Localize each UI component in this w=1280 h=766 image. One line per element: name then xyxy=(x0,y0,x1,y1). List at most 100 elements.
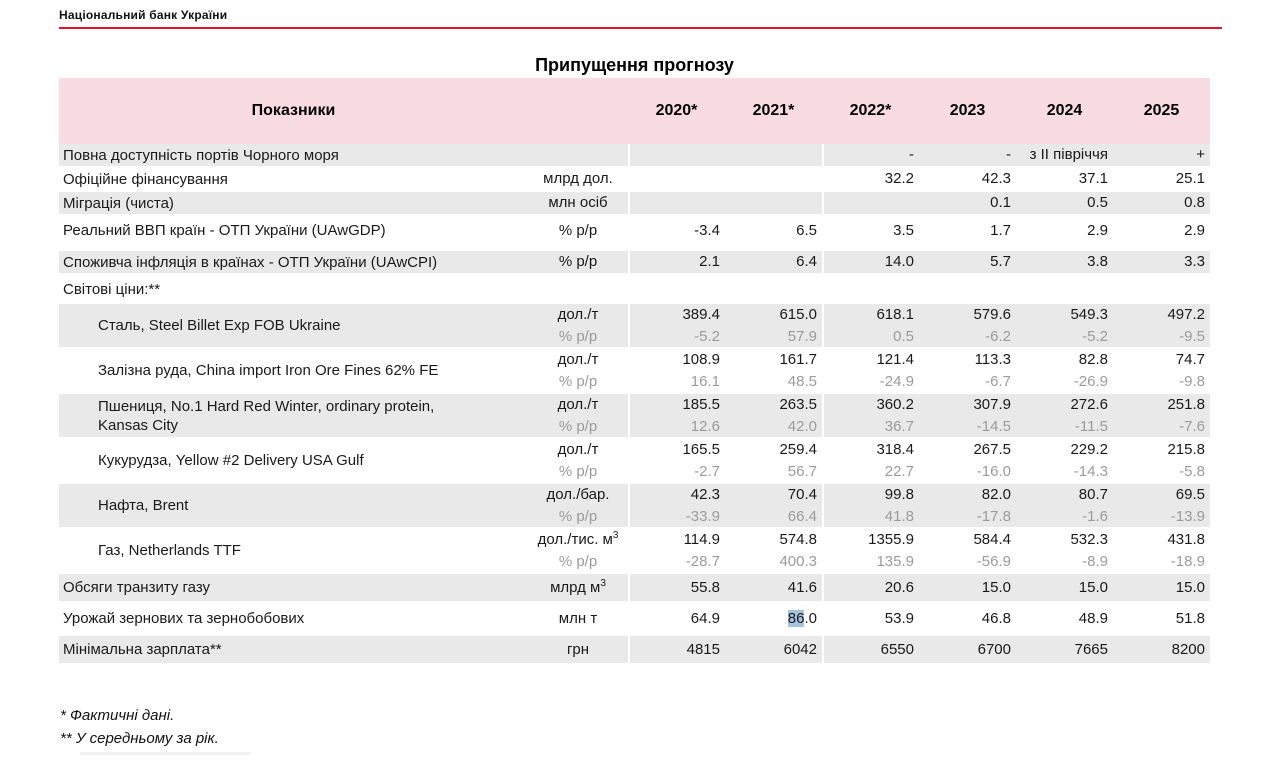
value-cell: 307.9 -14.5 xyxy=(919,394,1016,439)
value-cell: 42.3 xyxy=(919,168,1016,192)
indicator-unit: грн xyxy=(528,636,628,667)
column-header-year-2020: 2020* xyxy=(628,78,725,144)
column-header-year-2022: 2022* xyxy=(822,78,919,144)
table-body: Повна доступність портів Чорного моря --… xyxy=(59,144,1210,667)
value-cell: 2.9 xyxy=(1113,216,1210,247)
value-cell: 267.5 -16.0 xyxy=(919,439,1016,484)
value-cell xyxy=(725,168,822,192)
value-cell: 618.1 0.5 xyxy=(822,304,919,349)
value-cell: 185.5 12.6 xyxy=(628,394,725,439)
table-row: Світові ціни:** xyxy=(59,278,1210,304)
value-cell: 6.4 xyxy=(725,247,822,278)
value-cell: 4815 xyxy=(628,636,725,667)
table-row: Кукурудза, Yellow #2 Delivery USA Gulf до… xyxy=(59,439,1210,484)
indicator-name: Повна доступність портів Чорного моря xyxy=(59,144,528,168)
indicator-unit: дол./т% р/р xyxy=(528,394,628,439)
indicator-unit: млрд м3 xyxy=(528,574,628,605)
value-cell: 1355.9 135.9 xyxy=(822,529,919,574)
indicator-unit: млрд дол. xyxy=(528,168,628,192)
indicator-name: Газ, Netherlands TTF xyxy=(59,529,528,574)
table-row: Міграція (чиста) млн осіб 0.1 0.5 0.8 xyxy=(59,192,1210,216)
forecast-assumptions-table: Показники 2020* 2021* 2022* 2023 2024 20… xyxy=(59,78,1210,667)
indicator-name: Урожай зернових та зернобобових xyxy=(59,605,528,636)
indicator-unit: дол./бар.% р/р xyxy=(528,484,628,529)
table-row: Офіційне фінансування млрд дол. 32.2 42.3 3… xyxy=(59,168,1210,192)
indicator-name: Споживча інфляція в країнах - ОТП Україн… xyxy=(59,247,528,278)
value-cell: 584.4 -56.9 xyxy=(919,529,1016,574)
table-row: Споживча інфляція в країнах - ОТП Україн… xyxy=(59,247,1210,278)
value-cell: 74.7 -9.8 xyxy=(1113,349,1210,394)
value-cell: 8200 xyxy=(1113,636,1210,667)
value-cell: - xyxy=(822,144,919,168)
value-cell: 7665 xyxy=(1016,636,1113,667)
value-cell: 15.0 xyxy=(1113,574,1210,605)
value-cell: 114.9 -28.7 xyxy=(628,529,725,574)
indicator-unit: млн осіб xyxy=(528,192,628,216)
indicator-name: Нафта, Brent xyxy=(59,484,528,529)
value-cell: 497.2 -9.5 xyxy=(1113,304,1210,349)
value-cell: 82.0 -17.8 xyxy=(919,484,1016,529)
indicator-name: Залізна руда, China import Iron Ore Fine… xyxy=(59,349,528,394)
value-cell xyxy=(628,168,725,192)
value-cell: 259.4 56.7 xyxy=(725,439,822,484)
value-cell: 3.3 xyxy=(1113,247,1210,278)
value-cell: 2.9 xyxy=(1016,216,1113,247)
value-cell: 0.1 xyxy=(919,192,1016,216)
value-cell: 15.0 xyxy=(1016,574,1113,605)
value-cell: 37.1 xyxy=(1016,168,1113,192)
value-cell: 431.8 -18.9 xyxy=(1113,529,1210,574)
value-cell: 99.8 41.8 xyxy=(822,484,919,529)
value-cell xyxy=(725,192,822,216)
value-cell xyxy=(822,278,919,304)
value-cell: 20.6 xyxy=(822,574,919,605)
value-cell: 48.9 xyxy=(1016,605,1113,636)
indicator-unit: % р/р xyxy=(528,216,628,247)
value-cell: 0.8 xyxy=(1113,192,1210,216)
value-cell: 6.5 xyxy=(725,216,822,247)
value-cell: - xyxy=(919,144,1016,168)
value-cell: 69.5 -13.9 xyxy=(1113,484,1210,529)
value-cell: 121.4 -24.9 xyxy=(822,349,919,394)
value-cell: 215.8 -5.8 xyxy=(1113,439,1210,484)
column-header-indicators: Показники xyxy=(59,78,528,144)
column-header-year-2023: 2023 xyxy=(919,78,1016,144)
value-cell: 389.4 -5.2 xyxy=(628,304,725,349)
value-cell: 161.7 48.5 xyxy=(725,349,822,394)
indicator-unit: дол./т% р/р xyxy=(528,304,628,349)
footnote-actual-data: * Фактичні дані. xyxy=(60,707,175,724)
column-header-unit xyxy=(528,78,628,144)
value-cell: 15.0 xyxy=(919,574,1016,605)
value-cell: з ІІ півріччя xyxy=(1016,144,1113,168)
indicator-name: Кукурудза, Yellow #2 Delivery USA Gulf xyxy=(59,439,528,484)
indicator-name: Реальний ВВП країн - ОТП України (UAwGDP… xyxy=(59,216,528,247)
value-cell: 263.5 42.0 xyxy=(725,394,822,439)
column-header-year-2024: 2024 xyxy=(1016,78,1113,144)
indicator-name-line2: Kansas City xyxy=(98,416,179,434)
indicator-unit xyxy=(528,144,628,168)
value-cell: 32.2 xyxy=(822,168,919,192)
bank-name: Національний банк України xyxy=(59,8,228,22)
indicator-unit: % р/р xyxy=(528,247,628,278)
indicator-unit: дол./т% р/р xyxy=(528,349,628,394)
value-cell: 3.5 xyxy=(822,216,919,247)
value-cell: 6042 xyxy=(725,636,822,667)
value-cell: 615.0 57.9 xyxy=(725,304,822,349)
value-cell: 1.7 xyxy=(919,216,1016,247)
table-row: Газ, Netherlands TTF дол./тис. м3% р/р 114… xyxy=(59,529,1210,574)
value-cell: 272.6 -11.5 xyxy=(1016,394,1113,439)
value-cell: 6550 xyxy=(822,636,919,667)
value-cell: 25.1 xyxy=(1113,168,1210,192)
value-cell: 80.7 -1.6 xyxy=(1016,484,1113,529)
footnote-yearly-average: ** У середньому за рік. xyxy=(60,730,219,747)
table-header: Показники 2020* 2021* 2022* 2023 2024 20… xyxy=(59,78,1210,144)
value-cell xyxy=(628,192,725,216)
value-cell: 55.8 xyxy=(628,574,725,605)
indicator-name: Пшениця, No.1 Hard Red Winter, ordinary … xyxy=(59,394,528,439)
table-row: Урожай зернових та зернобобових млн т 64.9… xyxy=(59,605,1210,636)
value-cell: 41.6 xyxy=(725,574,822,605)
value-cell: 64.9 xyxy=(628,605,725,636)
value-cell: 360.2 36.7 xyxy=(822,394,919,439)
table-row: Пшениця, No.1 Hard Red Winter, ordinary … xyxy=(59,394,1210,439)
value-cell: 70.4 66.4 xyxy=(725,484,822,529)
table-row: Повна доступність портів Чорного моря --… xyxy=(59,144,1210,168)
